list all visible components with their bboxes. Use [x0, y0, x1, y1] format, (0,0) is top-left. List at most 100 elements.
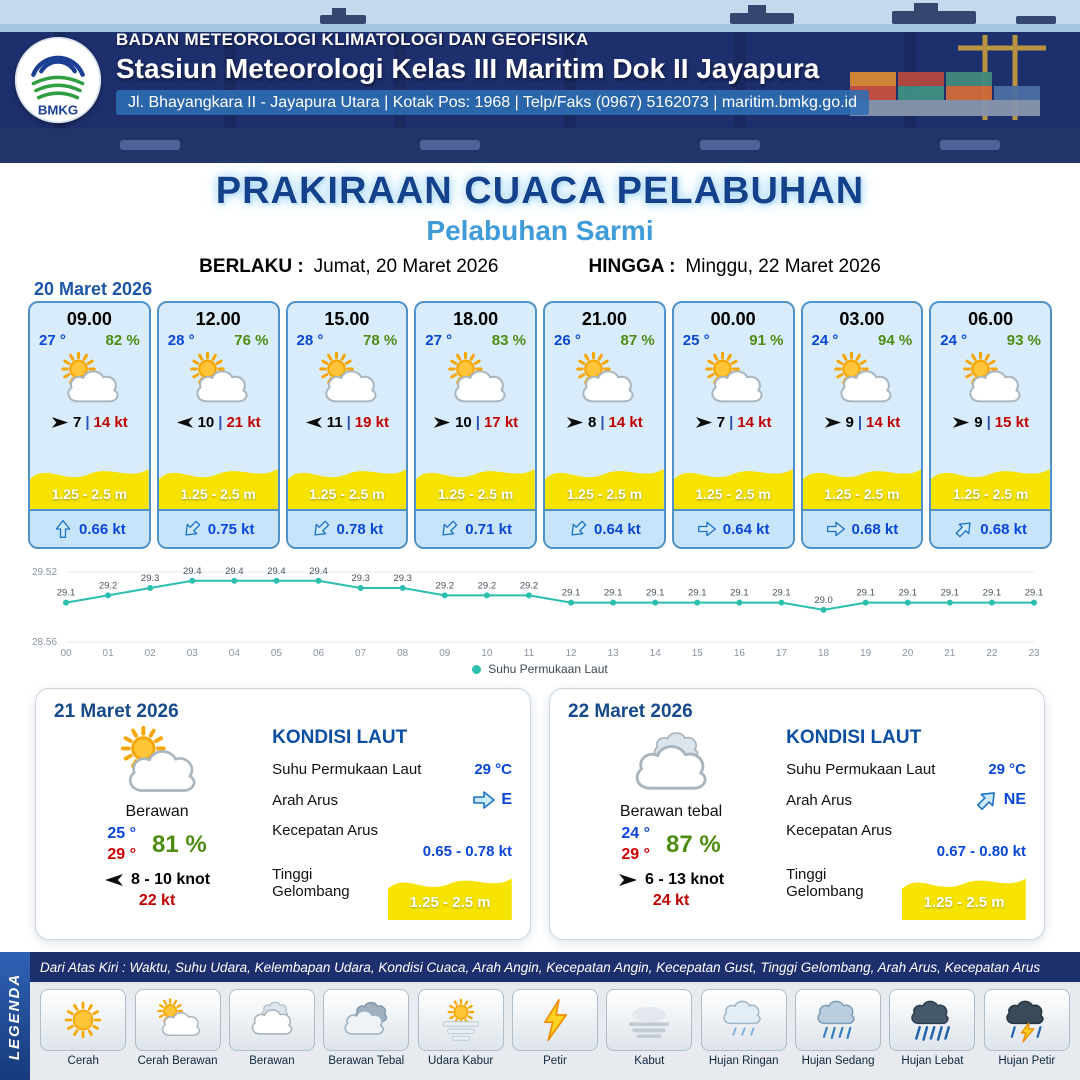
wind-row: 7 | 14 kt [695, 414, 772, 431]
legend-item-petir: Petir [510, 989, 600, 1067]
legend-item-hujan-petir: Hujan Petir [982, 989, 1072, 1067]
weather-icon [177, 351, 259, 411]
gust-speed: 24 kt [652, 891, 690, 909]
hourly-forecast-card: 03.00 24 ° 94 % 9 | 14 kt 1.25 - 2.5 m 0.68 kt [800, 301, 924, 549]
chart-legend-label: Suhu Permukaan Laut [488, 662, 608, 676]
gust-speed: 14 kt [608, 414, 643, 431]
sst-label: Suhu Permukaan Laut [786, 761, 936, 778]
station-name: Stasiun Meteorologi Kelas III Maritim Do… [116, 53, 820, 84]
wave-height: 1.25 - 2.5 m [309, 486, 385, 502]
svg-text:29.1: 29.1 [941, 588, 960, 599]
svg-text:05: 05 [271, 648, 283, 659]
wind-speed: 7 [716, 414, 726, 431]
humidity: 87 % [666, 830, 721, 858]
svg-text:29.1: 29.1 [57, 588, 76, 599]
svg-text:29.3: 29.3 [141, 573, 160, 584]
current-speed: 0.64 kt [594, 520, 641, 538]
wind-direction-icon [51, 416, 69, 429]
current-speed: 0.78 kt [336, 520, 384, 538]
wind-speed-range: 8 - 10 knot [130, 870, 211, 888]
separator: | [346, 414, 351, 431]
current-direction-icon [568, 519, 588, 539]
chart-legend: Suhu Permukaan Laut [30, 662, 1050, 676]
kondisi-laut-title: KONDISI LAUT [272, 727, 408, 748]
wind-row: 10 | 17 kt [433, 414, 518, 431]
svg-text:04: 04 [229, 648, 241, 659]
wind-speed-range: 6 - 13 knot [644, 870, 725, 888]
separator: | [857, 414, 863, 431]
svg-text:29.52: 29.52 [32, 567, 57, 578]
current-direction-icon [826, 519, 846, 539]
humidity: 78 % [363, 332, 398, 349]
gust-speed: 19 kt [354, 414, 389, 431]
wave-height: 1.25 - 2.5 m [51, 486, 128, 502]
temp-humidity-row: 26 ° 87 % [545, 332, 664, 349]
hourly-forecast-card: 09.00 27 ° 82 % 7 | 14 kt 1.25 - 2.5 m 0.66 kt [28, 301, 151, 549]
svg-text:28.56: 28.56 [32, 637, 57, 648]
svg-text:29.1: 29.1 [772, 588, 791, 599]
current-row: 0.68 kt [931, 509, 1050, 547]
separator: | [85, 414, 90, 431]
current-speed-value: 0.67 - 0.80 kt [936, 843, 1026, 860]
wave-height-band: 1.25 - 2.5 m [287, 457, 407, 509]
temp-max: 29 ° [621, 845, 651, 863]
legend-label: Cerah Berawan [137, 1055, 218, 1067]
current-speed: 0.66 kt [79, 520, 126, 538]
daily-forecast-card: 22 Maret 2026 Berawan tebal 24 ° 29 ° 87 % 6 … [549, 688, 1045, 940]
current-speed: 0.71 kt [465, 520, 512, 538]
wind-speed: 9 [845, 414, 854, 431]
current-speed-value: 0.65 - 0.78 kt [422, 843, 512, 860]
legend-label: Petir [543, 1055, 567, 1067]
legend-item-hujan-lebat: Hujan Lebat [887, 989, 977, 1067]
hingga-value: Minggu, 22 Maret 2026 [685, 256, 881, 277]
svg-text:20: 20 [902, 648, 914, 659]
legend-item-udara-kabur: Udara Kabur [415, 989, 505, 1067]
svg-text:12: 12 [565, 648, 577, 659]
wave-height-band: 1.25 - 2.5 m [931, 457, 1050, 509]
current-direction-icon [697, 519, 717, 539]
time-label: 12.00 [195, 309, 241, 329]
sst-line-chart: 29.52 28.56 29.1 00 29.2 01 29.3 02 29.4 03 29.4 04… [30, 556, 1046, 660]
svg-text:10: 10 [481, 648, 493, 659]
temp-min: 25 ° [107, 825, 137, 842]
lightning-icon [511, 989, 598, 1051]
time-label: 21.00 [581, 309, 627, 329]
wave-height: 1.25 - 2.5 m [180, 486, 256, 502]
current-row: 0.75 kt [158, 509, 278, 547]
current-speed: 0.64 kt [722, 520, 770, 538]
wave-height-band: 1.25 - 2.5 m [416, 457, 535, 509]
daily-forecast-card: 21 Maret 2026 Berawan 25 ° 29 ° 81 % 8 - 10 k… [35, 688, 531, 940]
legend-label: Hujan Sedang [801, 1055, 875, 1067]
air-temperature: 28 ° [296, 332, 324, 349]
rain-mid-icon [795, 989, 882, 1051]
svg-text:29.2: 29.2 [520, 580, 539, 591]
legend-label: Kabut [634, 1055, 665, 1067]
legend-items-row: Cerah Cerah Berawan Berawan Berawan Tebal Ud… [30, 982, 1080, 1080]
org-name: BADAN METEOROLOGI KLIMATOLOGI DAN GEOFIS… [116, 30, 589, 49]
svg-text:29.1: 29.1 [688, 588, 707, 599]
fog-icon [606, 989, 693, 1051]
time-label: 06.00 [968, 309, 1014, 329]
current-row: 0.68 kt [802, 509, 922, 547]
condition-label: Berawan tebal [619, 803, 723, 820]
kondisi-laut-title: KONDISI LAUT [786, 727, 922, 748]
separator: | [600, 414, 605, 431]
time-label: 00.00 [710, 309, 756, 329]
weather-icon [306, 351, 388, 411]
cloud-icon [228, 989, 315, 1051]
rain-heavy-icon [889, 989, 976, 1051]
current-direction-icon [954, 519, 974, 539]
current-direction-label: Arah Arus [272, 791, 338, 809]
svg-text:17: 17 [776, 648, 788, 659]
legenda-title: LEGENDA [6, 972, 24, 1060]
svg-text:11: 11 [524, 648, 535, 659]
wave-height: 1.25 - 2.5 m [437, 486, 514, 502]
air-temperature: 25 ° [682, 332, 710, 349]
bmkg-logo: BMKG [14, 36, 102, 124]
svg-text:00: 00 [60, 648, 72, 659]
current-row: 0.64 kt [545, 509, 664, 547]
wind-direction-icon [433, 416, 451, 429]
day1-date: 20 Maret 2026 [34, 279, 153, 299]
svg-text:29.4: 29.4 [309, 566, 328, 577]
temp-humidity-row: 28 ° 78 % [288, 332, 407, 349]
